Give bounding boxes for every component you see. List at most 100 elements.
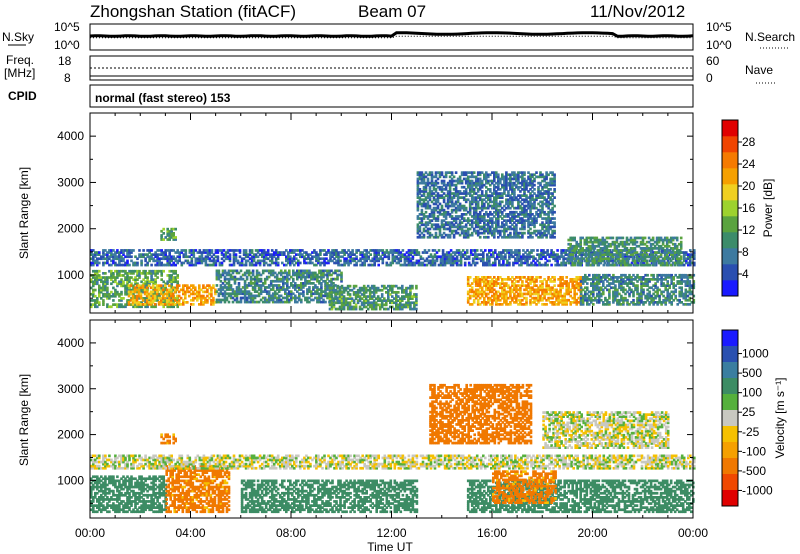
power-echo-cell	[505, 175, 508, 179]
power-echo-cell	[149, 290, 153, 294]
power-echo-cell	[169, 292, 173, 296]
power-echo-cell	[424, 210, 428, 214]
power-echo-cell	[541, 298, 544, 302]
power-echo-cell	[525, 198, 528, 202]
power-echo-cell	[523, 194, 526, 197]
power-echo-cell	[94, 282, 97, 286]
power-echo-cell	[419, 261, 423, 265]
power-echo-cell	[208, 286, 211, 290]
power-echo-cell	[378, 299, 382, 302]
power-echo-cell	[458, 175, 462, 179]
power-echo-cell	[541, 286, 544, 290]
power-echo-cell	[546, 253, 549, 256]
power-echo-cell	[448, 233, 452, 237]
power-echo-cell	[511, 227, 514, 231]
power-echo-cell	[515, 215, 518, 218]
power-echo-cell	[397, 295, 400, 298]
power-echo-cell	[448, 179, 452, 183]
power-echo-cell	[480, 278, 484, 281]
power-echo-cell	[530, 251, 533, 254]
power-echo-cell	[493, 280, 496, 283]
power-echo-cell	[219, 298, 223, 302]
power-echo-cell	[247, 273, 251, 277]
power-echo-cell	[223, 286, 227, 289]
power-echo-cell	[365, 259, 368, 263]
power-echo-cell	[395, 291, 398, 294]
power-echo-cell	[108, 249, 111, 252]
power-echo-cell	[464, 171, 468, 174]
power-echo-cell	[146, 280, 149, 284]
power-echo-cell	[448, 188, 452, 191]
power-echo-cell	[492, 255, 495, 259]
power-echo-cell	[407, 299, 410, 302]
power-echo-cell	[315, 255, 318, 259]
power-echo-cell	[424, 171, 428, 174]
power-echo-cell	[143, 288, 147, 292]
power-echo-cell	[378, 307, 382, 311]
power-echo-cell	[336, 275, 339, 279]
power-echo-cell	[487, 215, 490, 218]
power-echo-cell	[505, 188, 508, 191]
power-echo-cell	[340, 299, 344, 302]
power-echo-cell	[126, 255, 129, 259]
power-echo-cell	[503, 204, 506, 208]
power-echo-cell	[435, 251, 439, 254]
power-echo-cell	[489, 183, 492, 187]
power-echo-cell	[90, 249, 93, 252]
power-echo-cell	[127, 301, 131, 304]
power-echo-cell	[114, 280, 117, 284]
power-echo-cell	[491, 213, 494, 216]
power-echo-cell	[289, 259, 292, 263]
power-echo-cell	[682, 263, 686, 267]
power-echo-cell	[470, 282, 474, 285]
power-echo-cell	[362, 301, 366, 305]
power-echo-cell	[449, 261, 453, 265]
power-echo-cell	[138, 253, 141, 256]
power-echo-cell	[570, 251, 573, 254]
power-echo-cell	[391, 259, 395, 263]
power-echo-cell	[182, 255, 186, 259]
power-echo-cell	[523, 215, 526, 218]
power-echo-cell	[334, 301, 338, 305]
power-echo-cell	[308, 290, 311, 293]
power-echo-cell	[114, 253, 117, 256]
power-echo-cell	[454, 217, 458, 220]
power-echo-cell	[204, 251, 208, 254]
power-echo-cell	[472, 301, 476, 304]
power-echo-cell	[420, 219, 424, 222]
power-echo-cell	[188, 255, 192, 259]
power-echo-cell	[144, 282, 147, 286]
power-echo-cell	[344, 286, 348, 290]
power-echo-cell	[206, 263, 210, 267]
power-echo-cell	[259, 288, 263, 291]
power-echo-cell	[553, 175, 556, 179]
power-echo-cell	[238, 251, 242, 254]
power-echo-cell	[480, 192, 484, 195]
power-echo-cell	[342, 301, 346, 305]
power-echo-cell	[297, 259, 300, 263]
power-echo-cell	[324, 294, 327, 298]
power-echo-cell	[173, 303, 177, 306]
power-echo-cell	[483, 194, 486, 197]
power-echo-cell	[397, 261, 401, 265]
power-echo-cell	[428, 221, 432, 224]
power-echo-cell	[330, 303, 334, 307]
power-echo-cell	[127, 303, 131, 306]
power-echo-cell	[507, 192, 510, 195]
power-echo-cell	[455, 251, 459, 254]
power-echo-cell	[94, 276, 97, 279]
power-echo-cell	[560, 263, 563, 267]
power-echo-cell	[527, 200, 530, 204]
power-echo-cell	[175, 286, 179, 290]
power-echo-cell	[574, 253, 577, 256]
power-echo-cell	[140, 261, 143, 265]
power-echo-cell	[526, 257, 529, 261]
power-echo-cell	[433, 259, 437, 263]
power-echo-cell	[514, 259, 517, 263]
power-echo-cell	[334, 271, 337, 275]
power-echo-cell	[198, 288, 201, 292]
power-echo-cell	[367, 257, 370, 261]
power-echo-cell	[487, 276, 490, 279]
power-echo-cell	[206, 251, 210, 254]
power-echo-cell	[513, 231, 516, 235]
